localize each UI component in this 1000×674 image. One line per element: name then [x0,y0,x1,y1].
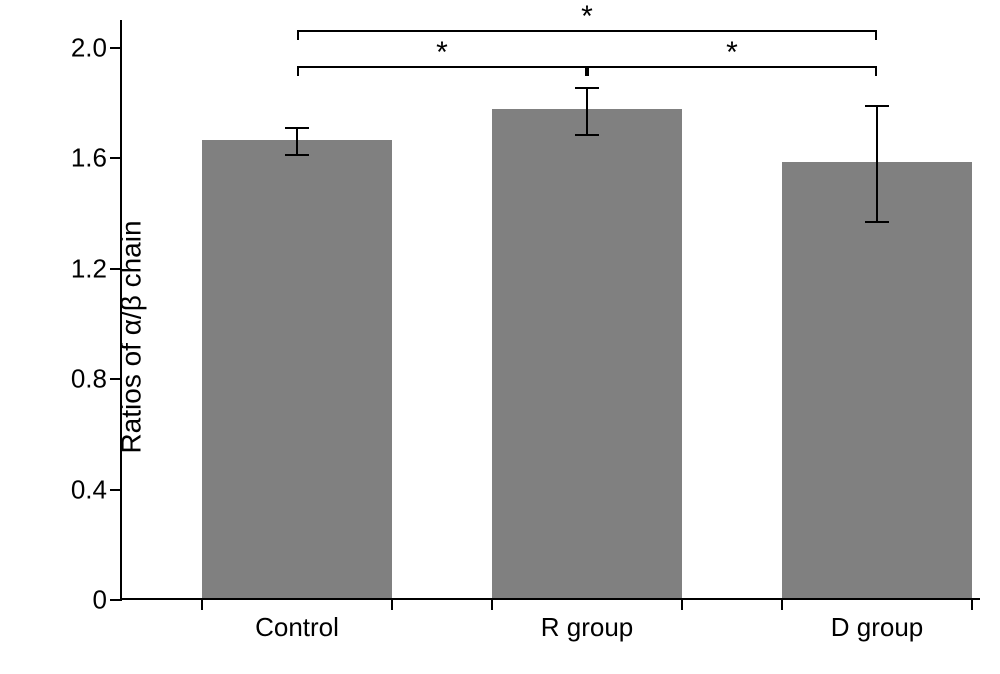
y-tick-label: 2.0 [62,32,107,63]
y-tick [110,489,122,491]
error-bar-line [296,128,298,156]
significance-line-drop [875,30,877,40]
y-tick-label: 1.6 [62,143,107,174]
x-tick-label: R group [541,612,634,643]
error-bar-line [876,106,878,222]
bar [492,109,682,598]
y-tick-label: 0.4 [62,474,107,505]
x-tick [201,598,203,610]
error-bar-cap [865,105,889,107]
x-tick-label: D group [831,612,924,643]
plot-area: 00.40.81.21.62.0ControlR groupD group*** [120,20,980,600]
y-tick [110,599,122,601]
y-tick [110,157,122,159]
bar [202,140,392,598]
significance-star: * [581,0,593,34]
significance-star: * [436,36,448,70]
x-tick [391,598,393,610]
error-bar-cap [285,154,309,156]
x-tick-label: Control [255,612,339,643]
x-tick [491,598,493,610]
x-tick [681,598,683,610]
error-bar-line [586,88,588,135]
error-bar-cap [865,221,889,223]
x-tick [971,598,973,610]
y-tick-label: 1.2 [62,253,107,284]
x-tick [781,598,783,610]
significance-line-drop [297,66,299,76]
significance-line-drop [875,66,877,76]
y-tick-label: 0.8 [62,364,107,395]
y-tick [110,47,122,49]
error-bar-cap [575,87,599,89]
chart-container: Ratios of α/β chain 00.40.81.21.62.0Cont… [0,0,1000,674]
y-tick-label: 0 [62,585,107,616]
bar [782,162,972,598]
y-tick [110,268,122,270]
significance-star: * [726,36,738,70]
significance-line-drop [297,30,299,40]
significance-line-drop [587,66,589,76]
error-bar-cap [575,134,599,136]
error-bar-cap [285,127,309,129]
y-tick [110,378,122,380]
